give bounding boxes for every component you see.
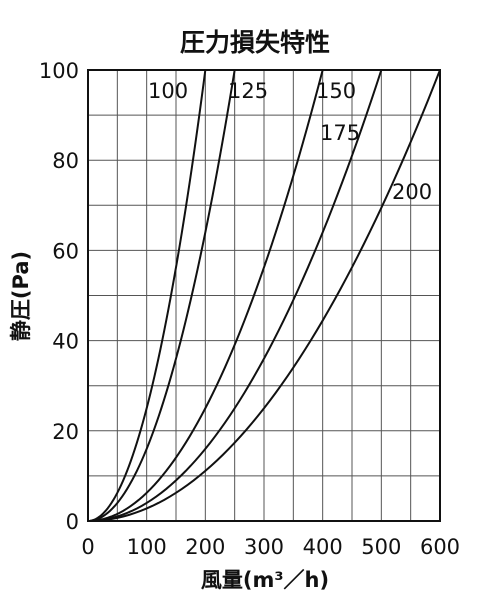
y-tick-label: 0: [66, 510, 79, 534]
x-axis-label: 風量(m³／h): [201, 568, 329, 592]
x-tick-label: 400: [303, 535, 343, 559]
series-curve-150: [87, 69, 324, 522]
y-axis-ticks: 0 20 40 60 80 100: [39, 59, 79, 534]
x-tick-label: 300: [244, 535, 284, 559]
series-curve-200: [87, 69, 441, 522]
plot-frame: [87, 69, 441, 522]
series-label-200: 200: [392, 180, 432, 204]
series-curve-175: [87, 69, 383, 522]
series-label-150: 150: [316, 79, 356, 103]
series-label-100: 100: [148, 79, 188, 103]
chart-title: 圧力損失特性: [180, 28, 330, 57]
y-tick-label: 20: [52, 420, 79, 444]
x-tick-label: 500: [361, 535, 401, 559]
y-axis-label: 静圧(Pa): [9, 251, 33, 341]
y-tick-label: 100: [39, 59, 79, 83]
x-tick-label: 0: [81, 535, 94, 559]
y-tick-label: 80: [52, 149, 79, 173]
grid: [88, 70, 440, 521]
y-tick-label: 40: [52, 330, 79, 354]
x-tick-label: 100: [127, 535, 167, 559]
y-tick-label: 60: [52, 239, 79, 263]
series-curve-125: [87, 69, 236, 522]
x-tick-label: 200: [185, 535, 225, 559]
series-curve-100: [87, 69, 207, 522]
x-tick-label: 600: [420, 535, 460, 559]
series-labels: 100 125 150 175 200: [148, 79, 432, 204]
series-label-175: 175: [320, 121, 360, 145]
x-axis-ticks: 0 100 200 300 400 500 600: [81, 535, 460, 559]
series-label-125: 125: [228, 79, 268, 103]
series-curves: [87, 69, 441, 522]
